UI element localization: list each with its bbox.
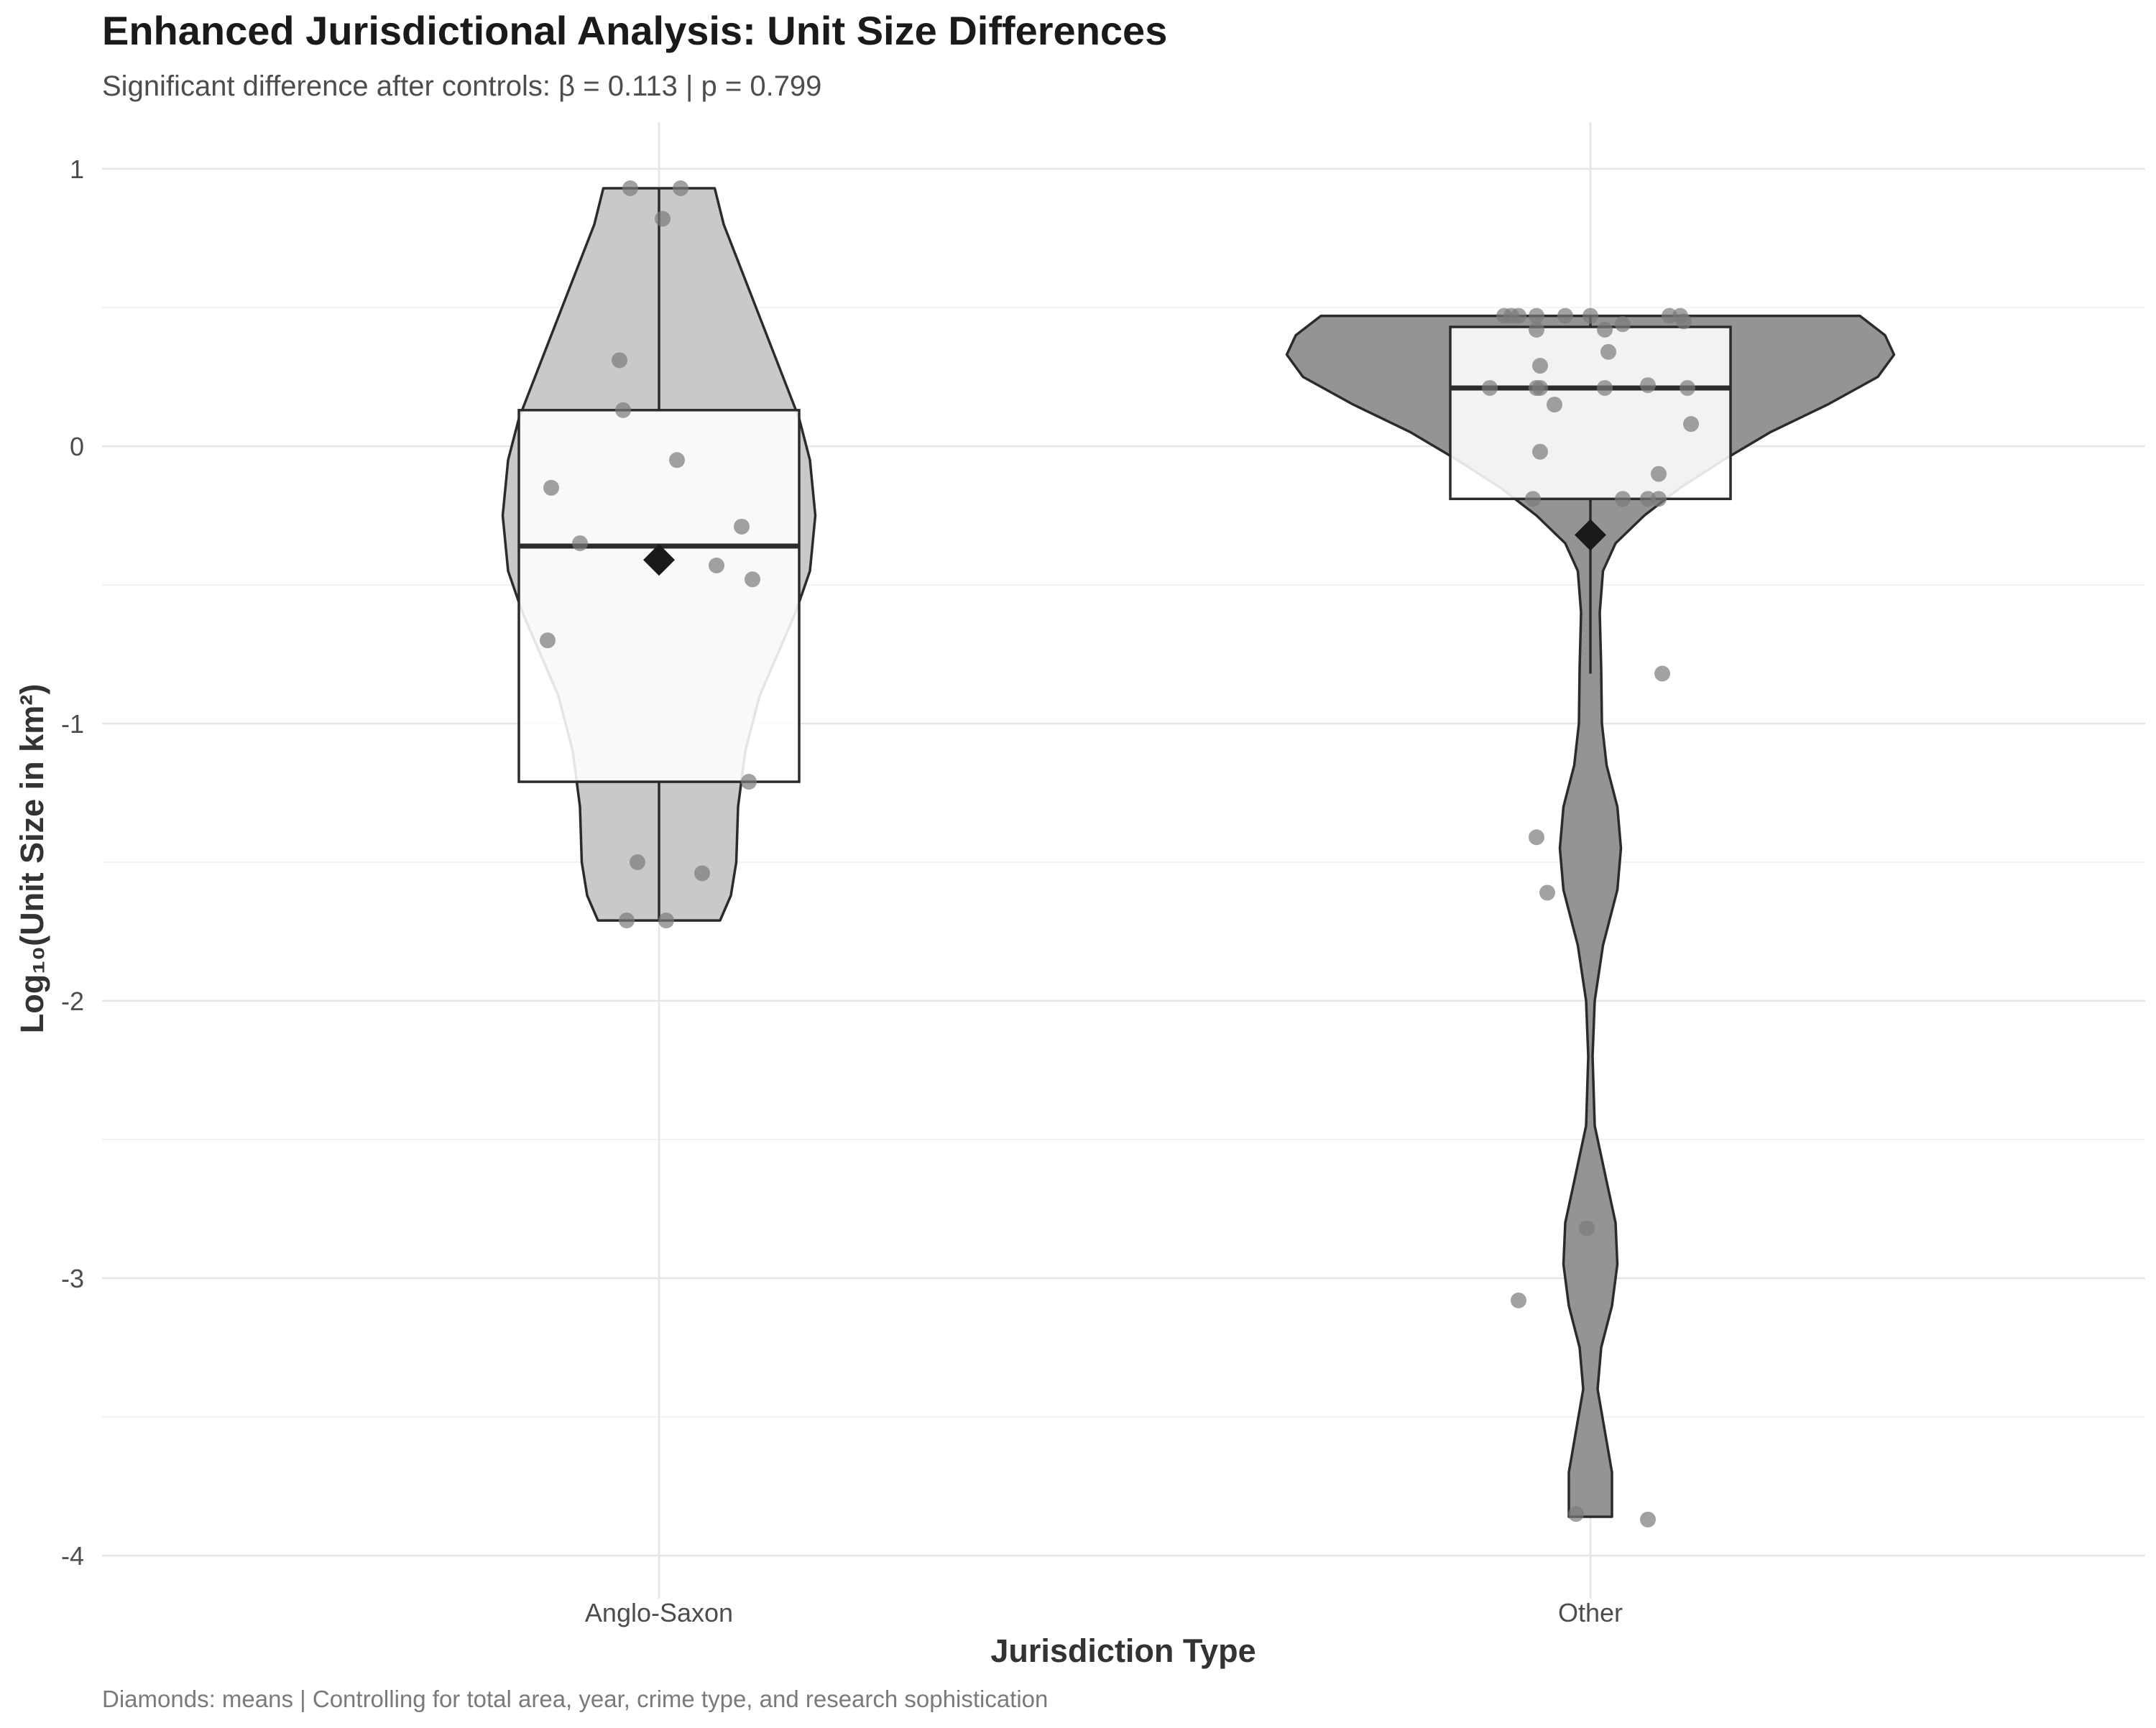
data-point [612, 352, 627, 369]
data-point [1529, 308, 1544, 324]
data-point [1676, 313, 1692, 330]
data-point [1615, 316, 1631, 333]
data-point [1532, 358, 1548, 374]
data-point [1640, 1511, 1656, 1528]
data-point [1683, 416, 1699, 433]
data-point [745, 571, 760, 588]
y-tick-label: -3 [61, 1264, 84, 1293]
data-point [615, 402, 631, 418]
data-point [1651, 491, 1667, 507]
data-point [673, 180, 688, 197]
grid-layer [102, 122, 2145, 1599]
mean-diamond [643, 544, 675, 576]
data-point [1579, 1220, 1595, 1237]
box-layer [517, 188, 1732, 921]
data-point [1557, 308, 1573, 324]
data-point [694, 865, 710, 882]
data-point [1532, 379, 1548, 396]
axis-layer: 1 0 -1 -2 -3 -4 Anglo-Saxon Other [61, 154, 1623, 1627]
chart-title: Enhanced Jurisdictional Analysis: Unit S… [102, 8, 1167, 53]
chart-subtitle: Significant difference after controls: β… [102, 70, 821, 102]
data-point [1600, 343, 1616, 360]
y-tick-label: -1 [61, 709, 84, 739]
data-point [572, 535, 588, 552]
data-point [543, 479, 559, 496]
y-tick-label: 1 [70, 154, 84, 184]
y-tick-label: 0 [70, 432, 84, 461]
point-layer [540, 180, 1699, 1528]
data-point [669, 452, 685, 468]
box-iqr [1449, 325, 1732, 501]
data-point [1547, 397, 1562, 413]
data-point [622, 180, 638, 197]
data-point [709, 557, 724, 573]
data-point [1539, 884, 1555, 901]
data-point [734, 518, 750, 535]
x-tick-label: Other [1558, 1598, 1623, 1627]
data-point [655, 211, 671, 227]
data-point [1597, 379, 1613, 396]
x-tick-label: Anglo-Saxon [585, 1598, 733, 1627]
data-point [1529, 321, 1544, 338]
data-point [1482, 379, 1498, 396]
data-point [1583, 308, 1598, 324]
data-point [1532, 443, 1548, 460]
data-point [741, 774, 757, 790]
box-iqr [517, 409, 801, 783]
chart-caption: Diamonds: means | Controlling for total … [102, 1686, 1048, 1712]
data-point [1680, 379, 1695, 396]
data-point [619, 912, 635, 929]
data-point [1525, 491, 1541, 507]
data-point [1511, 308, 1526, 324]
y-axis-title: Log₁₀(Unit Size in km²) [14, 684, 50, 1033]
mean-layer [643, 519, 1606, 576]
data-point [1529, 829, 1544, 846]
mean-diamond [1575, 519, 1606, 551]
data-point [1597, 321, 1613, 338]
y-tick-label: -4 [61, 1541, 84, 1571]
data-point [630, 854, 645, 870]
data-point [540, 632, 556, 649]
data-point [1654, 665, 1670, 682]
data-point [1640, 377, 1656, 394]
data-point [1651, 466, 1667, 482]
x-axis-title: Jurisdiction Type [990, 1632, 1256, 1669]
data-point [1615, 491, 1631, 507]
data-point [658, 912, 674, 929]
data-point [1568, 1506, 1584, 1523]
data-point [1511, 1292, 1526, 1308]
y-tick-label: -2 [61, 987, 84, 1016]
